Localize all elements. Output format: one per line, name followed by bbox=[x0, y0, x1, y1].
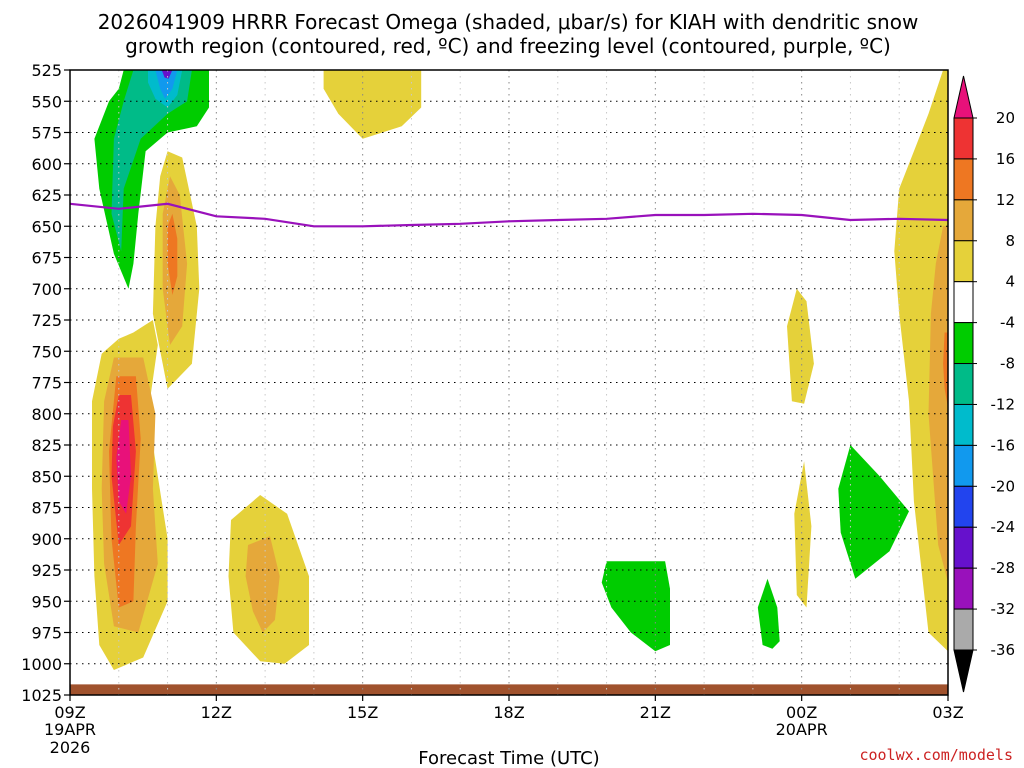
credit-link[interactable]: coolwx.com/models bbox=[859, 746, 1013, 764]
y-tick-label: 700 bbox=[31, 280, 62, 299]
colorbar-swatch bbox=[953, 281, 974, 324]
omega-region-descent-upper-15z-5 bbox=[323, 70, 422, 139]
y-tick-label: 1025 bbox=[21, 686, 62, 705]
colorbar-tick-label: -12 bbox=[991, 395, 1016, 413]
colorbar-swatch bbox=[953, 322, 974, 365]
y-axis-ticks: 525 550 575 600 625 650 675 700 725 750 775 800 825 8… bbox=[21, 61, 70, 705]
colorbar-swatch bbox=[953, 117, 974, 160]
y-tick-label: 725 bbox=[31, 311, 62, 330]
colorbar-tick-label: -20 bbox=[991, 477, 1016, 495]
y-tick-label: 625 bbox=[31, 186, 62, 205]
y-tick-label: 550 bbox=[31, 92, 62, 111]
x-tick-date: 19APR bbox=[44, 720, 96, 739]
y-tick-label: 575 bbox=[31, 124, 62, 143]
colorbar-tick-label: 12 bbox=[996, 191, 1015, 209]
colorbar-swatch bbox=[953, 363, 974, 405]
colorbar-bottom-arrow bbox=[953, 649, 974, 693]
x-tick-label: 21Z bbox=[640, 703, 671, 722]
freezing-level-contour bbox=[69, 202, 949, 228]
x-tick-year: 2026 bbox=[50, 738, 91, 757]
x-tick-label: 15Z bbox=[347, 703, 378, 722]
chart-title-line1: 2026041909 HRRR Forecast Omega (shaded, … bbox=[98, 10, 919, 34]
y-tick-label: 950 bbox=[31, 592, 62, 611]
colorbar-tick-label: -24 bbox=[991, 518, 1016, 536]
omega-region-ascent-lower-23z-17 bbox=[757, 578, 780, 649]
colorbar-swatch bbox=[953, 567, 974, 610]
surface-band bbox=[70, 684, 948, 695]
freezing-level-line bbox=[69, 202, 949, 228]
omega-shaded-regions bbox=[92, 70, 948, 670]
x-tick-label: 18Z bbox=[493, 703, 524, 722]
colorbar: 20 16 12 8 4 -4 -8 -12 -16 -20 -24 -28 -32 -36 bbox=[953, 75, 1016, 693]
colorbar-swatch bbox=[953, 240, 974, 283]
omega-region-descent-lower-13z-15 bbox=[245, 536, 280, 633]
y-tick-label: 875 bbox=[31, 499, 62, 518]
x-tick-label: 12Z bbox=[201, 703, 232, 722]
colorbar-tick-label: -36 bbox=[991, 641, 1016, 659]
y-tick-label: 525 bbox=[31, 61, 62, 80]
colorbar-swatch bbox=[953, 444, 974, 487]
omega-region-ascent-upper-left-1 bbox=[111, 70, 192, 252]
omega-region-descent-mid-00z-18 bbox=[787, 288, 814, 404]
y-tick-label: 750 bbox=[31, 342, 62, 361]
y-tick-label: 800 bbox=[31, 405, 62, 424]
y-tick-label: 850 bbox=[31, 467, 62, 486]
omega-region-ascent-lower-01z-20 bbox=[838, 445, 909, 579]
omega-region-descent-right-edge-22 bbox=[928, 226, 948, 583]
omega-region-ascent-upper-left-3 bbox=[155, 70, 178, 99]
omega-region-descent-mid-00z-19 bbox=[794, 461, 812, 608]
colorbar-tick-label: 20 bbox=[996, 109, 1015, 127]
colorbar-swatch bbox=[953, 199, 974, 242]
x-axis-label: Forecast Time (UTC) bbox=[418, 748, 599, 768]
colorbar-tick-label: -32 bbox=[991, 600, 1016, 618]
colorbar-swatch bbox=[953, 526, 974, 569]
x-tick-label: 03Z bbox=[932, 703, 963, 722]
colorbar-tick-label: -8 bbox=[1000, 355, 1015, 373]
omega-region-descent-column-11z-8 bbox=[167, 213, 178, 295]
omega-region-ascent-upper-left-4 bbox=[161, 70, 173, 79]
colorbar-tick-label: 8 bbox=[1005, 232, 1015, 250]
x-tick-label: 00Z bbox=[786, 703, 817, 722]
colorbar-swatch bbox=[953, 608, 974, 651]
omega-region-ascent-lower-21z-16 bbox=[601, 561, 670, 652]
colorbar-tick-label: -16 bbox=[991, 436, 1016, 454]
grid-lines bbox=[70, 70, 948, 695]
colorbar-top-arrow bbox=[953, 75, 974, 119]
colorbar-swatch bbox=[953, 485, 974, 528]
y-tick-label: 1000 bbox=[21, 655, 62, 674]
y-tick-label: 675 bbox=[31, 249, 62, 268]
colorbar-tick-label: -28 bbox=[991, 559, 1016, 577]
y-tick-label: 600 bbox=[31, 155, 62, 174]
colorbar-tick-label: 16 bbox=[996, 150, 1015, 168]
y-tick-label: 775 bbox=[31, 374, 62, 393]
surface-terrain bbox=[70, 684, 948, 695]
omega-region-descent-right-edge-21 bbox=[894, 70, 948, 652]
y-tick-label: 900 bbox=[31, 530, 62, 549]
colorbar-swatch bbox=[953, 158, 974, 201]
y-tick-label: 650 bbox=[31, 217, 62, 236]
x-tick-date: 20APR bbox=[776, 720, 828, 739]
x-tick-label: 09Z bbox=[54, 703, 85, 722]
colorbar-tick-label: 4 bbox=[1005, 273, 1015, 291]
y-tick-label: 825 bbox=[31, 436, 62, 455]
y-tick-label: 975 bbox=[31, 624, 62, 643]
omega-region-descent-lower-left-13 bbox=[116, 420, 131, 514]
colorbar-tick-label: -4 bbox=[1000, 314, 1015, 332]
colorbar-swatch bbox=[953, 403, 974, 446]
chart-title-line2: growth region (contoured, red, ºC) and f… bbox=[125, 34, 891, 58]
y-tick-label: 925 bbox=[31, 561, 62, 580]
